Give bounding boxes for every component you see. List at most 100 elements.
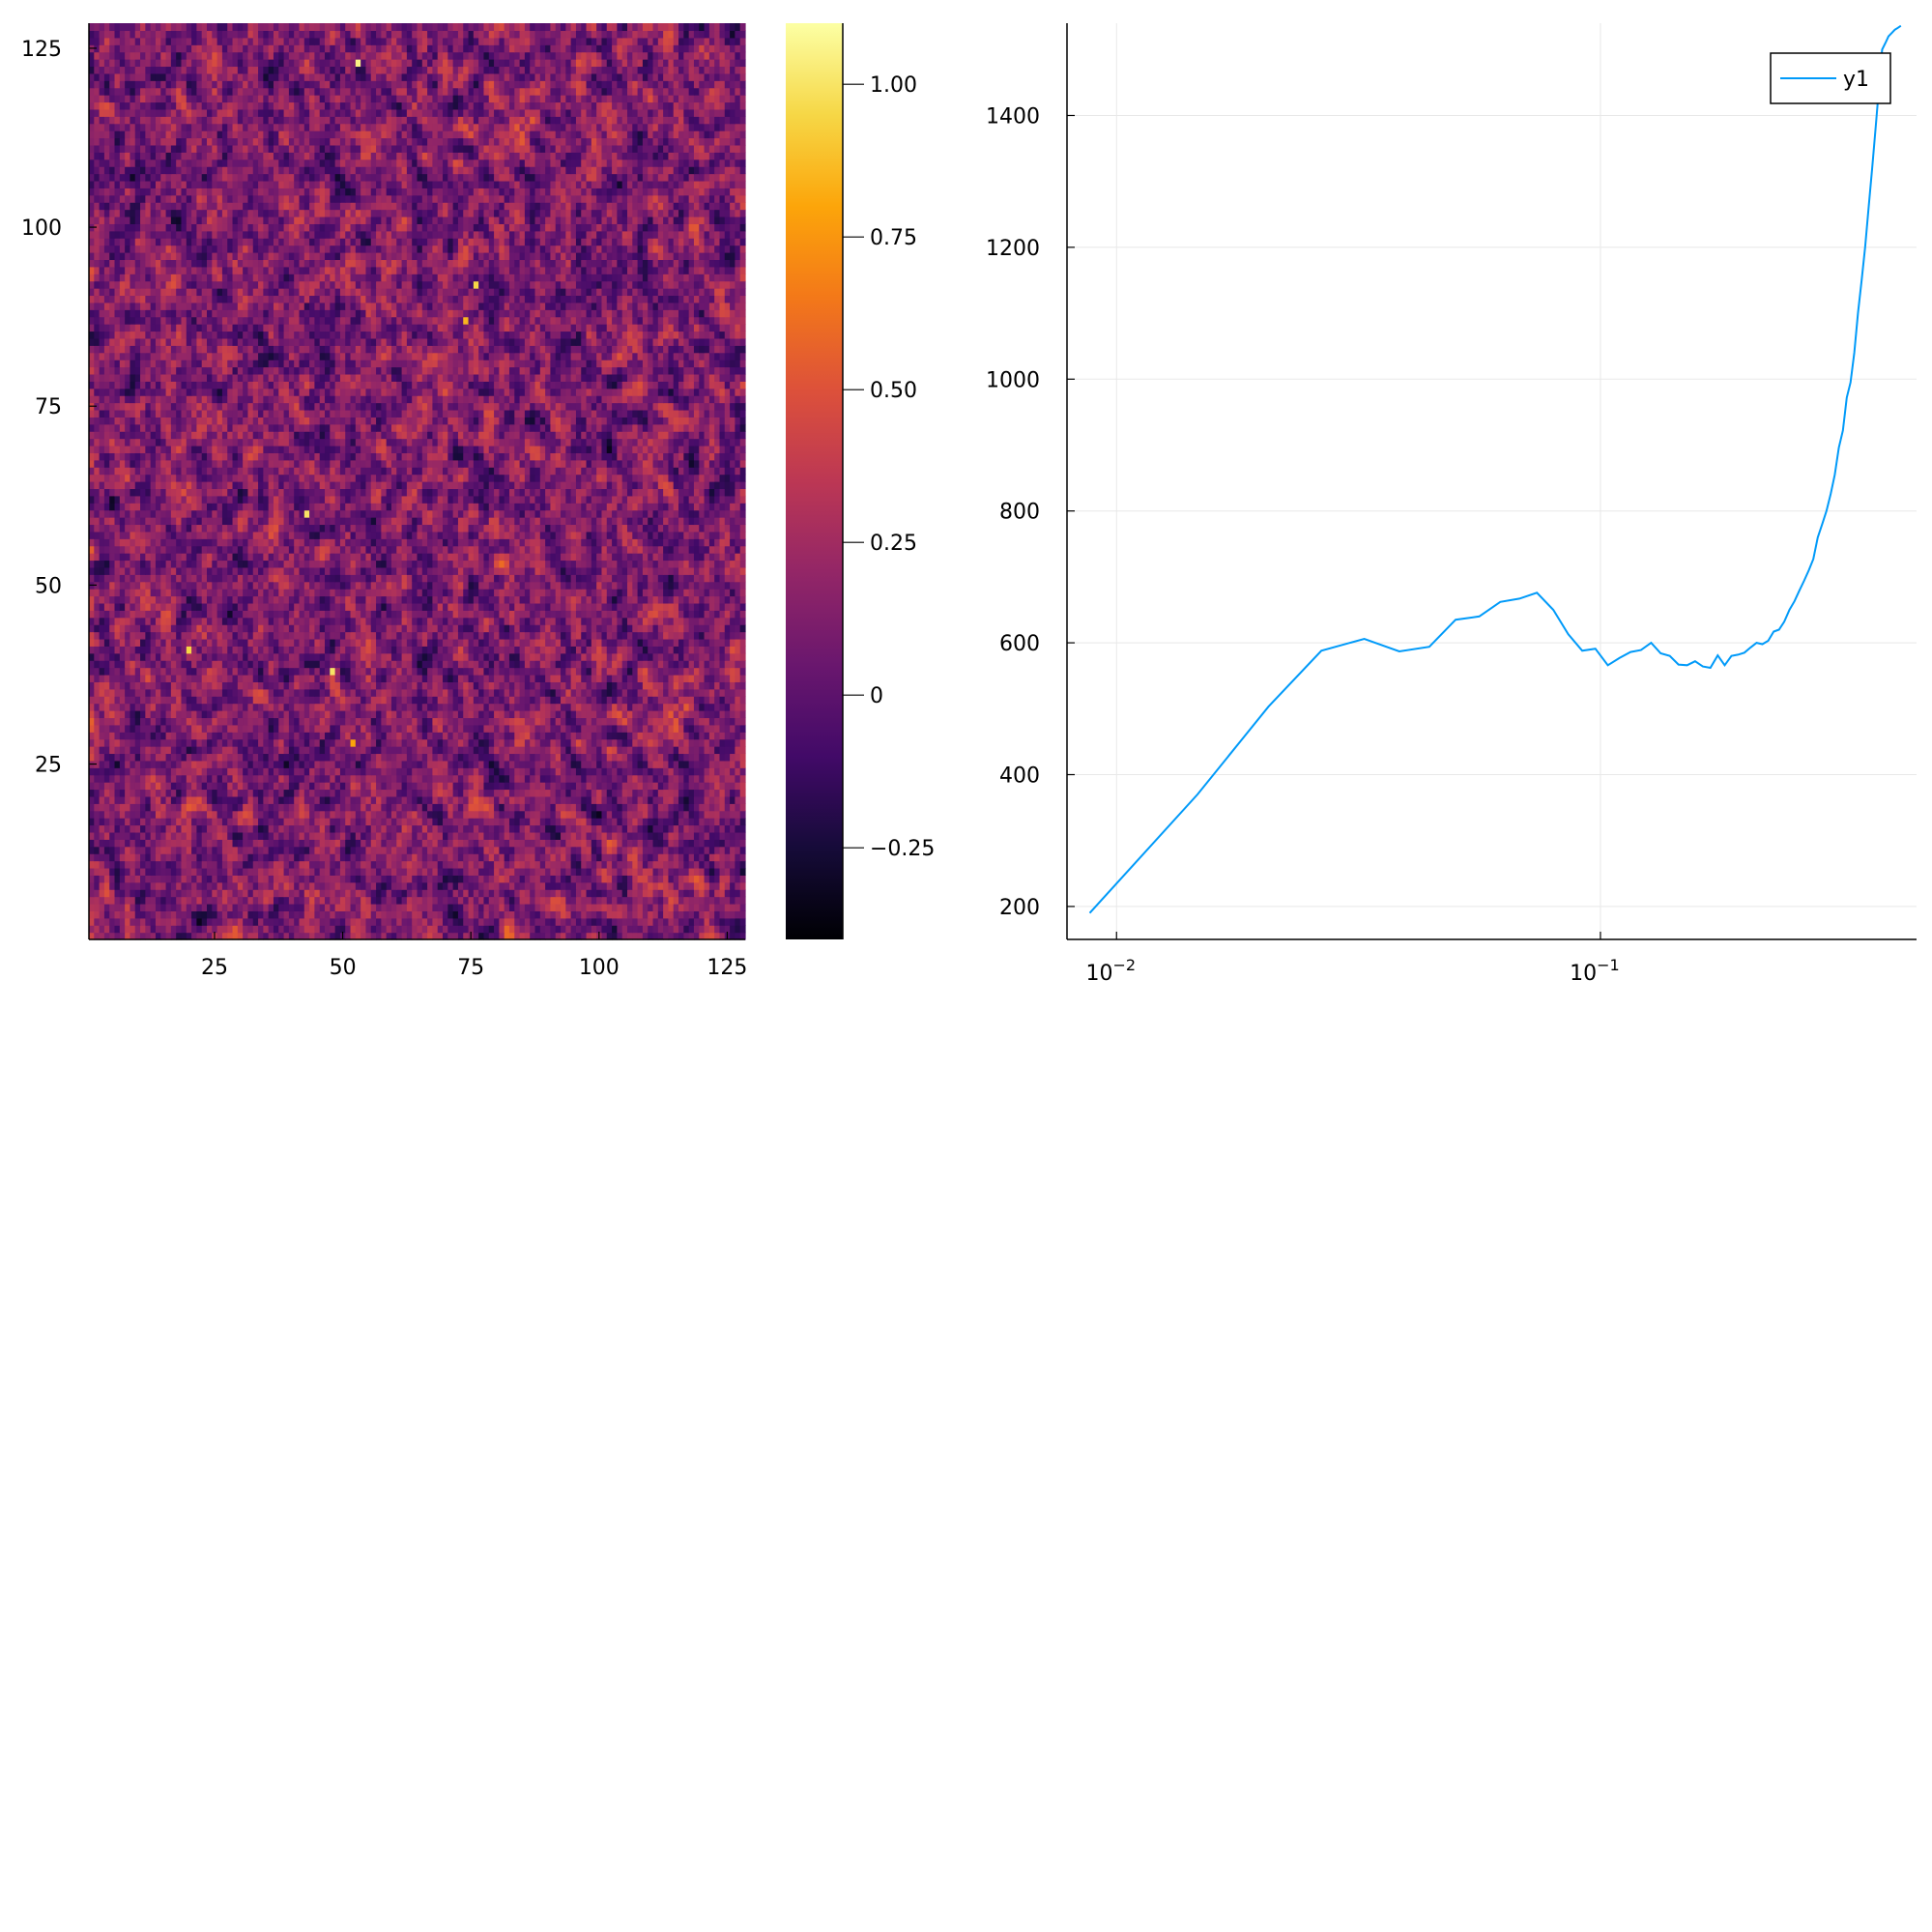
heatmap-cell	[273, 782, 279, 791]
heatmap-cell	[519, 917, 526, 926]
heatmap-cell	[273, 667, 279, 676]
heatmap-cell	[221, 803, 228, 812]
heatmap-cell	[314, 795, 321, 804]
heatmap-cell	[212, 724, 218, 733]
heatmap-cell	[663, 767, 670, 776]
heatmap-cell	[386, 753, 392, 762]
heatmap-cell	[191, 881, 197, 890]
heatmap-cell	[724, 789, 731, 797]
heatmap-cell	[252, 810, 259, 819]
heatmap-cell	[268, 667, 274, 676]
heatmap-cell	[309, 789, 315, 797]
heatmap-cell	[494, 667, 500, 676]
heatmap-cell	[652, 696, 659, 705]
heatmap-cell	[207, 910, 213, 919]
heatmap-cell	[125, 767, 131, 776]
heatmap-cell	[473, 831, 479, 840]
heatmap-cell	[294, 903, 301, 911]
heatmap-cell	[350, 818, 357, 826]
heatmap-cell	[550, 738, 557, 747]
heatmap-cell	[370, 860, 377, 869]
heatmap-cell	[207, 681, 213, 690]
heatmap-cell	[221, 932, 228, 940]
heatmap-cell	[673, 674, 679, 682]
heatmap-cell	[283, 767, 290, 776]
heatmap-cell	[130, 917, 136, 926]
heatmap-cell	[319, 810, 326, 819]
heatmap-cell	[514, 853, 521, 862]
heatmap-cell	[417, 881, 423, 890]
heatmap-cell	[196, 917, 203, 926]
heatmap-cell	[688, 753, 695, 762]
heatmap-cell	[207, 917, 213, 926]
heatmap-cell	[724, 860, 731, 869]
heatmap-cell	[212, 681, 218, 690]
heatmap-cell	[704, 846, 710, 854]
heatmap-cell	[186, 782, 192, 791]
heatmap-cell	[648, 767, 654, 776]
heatmap-cell	[309, 860, 315, 869]
heatmap-cell	[417, 753, 423, 762]
heatmap-cell	[103, 889, 110, 898]
heatmap-cell	[325, 681, 331, 690]
heatmap-cell	[381, 917, 388, 926]
heatmap-cell	[252, 774, 259, 783]
heatmap-cell	[724, 818, 731, 826]
heatmap-cell	[130, 860, 136, 869]
heatmap-cell	[299, 732, 305, 740]
heatmap-cell	[252, 803, 259, 812]
heatmap-cell	[668, 860, 675, 869]
heatmap-cell	[561, 839, 566, 848]
heatmap-cell	[642, 881, 649, 890]
heatmap-cell	[678, 910, 684, 919]
heatmap-cell	[519, 875, 526, 883]
heatmap-cell	[452, 910, 459, 919]
heatmap-cell	[452, 710, 459, 719]
heatmap-cell	[283, 789, 290, 797]
heatmap-cell	[94, 846, 101, 854]
heatmap-cell	[330, 710, 336, 719]
heatmap-cell	[119, 831, 126, 840]
heatmap-cell	[704, 810, 710, 819]
heatmap-cell	[314, 860, 321, 869]
heatmap-cell	[637, 674, 644, 682]
heatmap-cell	[376, 789, 382, 797]
heatmap-cell	[447, 717, 454, 726]
heatmap-cell	[565, 746, 572, 755]
heatmap-cell	[221, 688, 228, 697]
heatmap-cell	[109, 738, 116, 747]
heatmap-cell	[201, 688, 208, 697]
heatmap-cell	[212, 738, 218, 747]
heatmap-cell	[499, 881, 505, 890]
heatmap-cell	[140, 746, 146, 755]
heatmap-cell	[186, 910, 192, 919]
heatmap-cell	[150, 738, 157, 747]
heatmap-cell	[94, 717, 101, 726]
heatmap-cell	[478, 703, 485, 711]
heatmap-cell	[735, 767, 741, 776]
heatmap-cell	[252, 903, 259, 911]
heatmap-cell	[663, 875, 670, 883]
heatmap-cell	[181, 839, 187, 848]
heatmap-cell	[94, 903, 101, 911]
heatmap-cell	[432, 853, 439, 862]
heatmap-cell	[683, 717, 690, 726]
heatmap-cell	[565, 867, 572, 876]
heatmap-cell	[427, 767, 434, 776]
heatmap-cell	[94, 782, 101, 791]
heatmap-cell	[237, 782, 244, 791]
heatmap-cell	[612, 746, 618, 755]
heatmap-cell	[443, 867, 448, 876]
heatmap-cell	[657, 782, 664, 791]
heatmap-cell	[263, 703, 270, 711]
heatmap-cell	[299, 688, 305, 697]
heatmap-cell	[504, 782, 510, 791]
heatmap-cell	[499, 875, 505, 883]
heatmap-cell	[463, 867, 470, 876]
heatmap-cell	[704, 660, 710, 669]
heatmap-cell	[648, 717, 654, 726]
heatmap-cell	[570, 660, 577, 669]
heatmap-cell	[401, 896, 408, 905]
heatmap-cell	[673, 753, 679, 762]
heatmap-cell	[103, 674, 110, 682]
